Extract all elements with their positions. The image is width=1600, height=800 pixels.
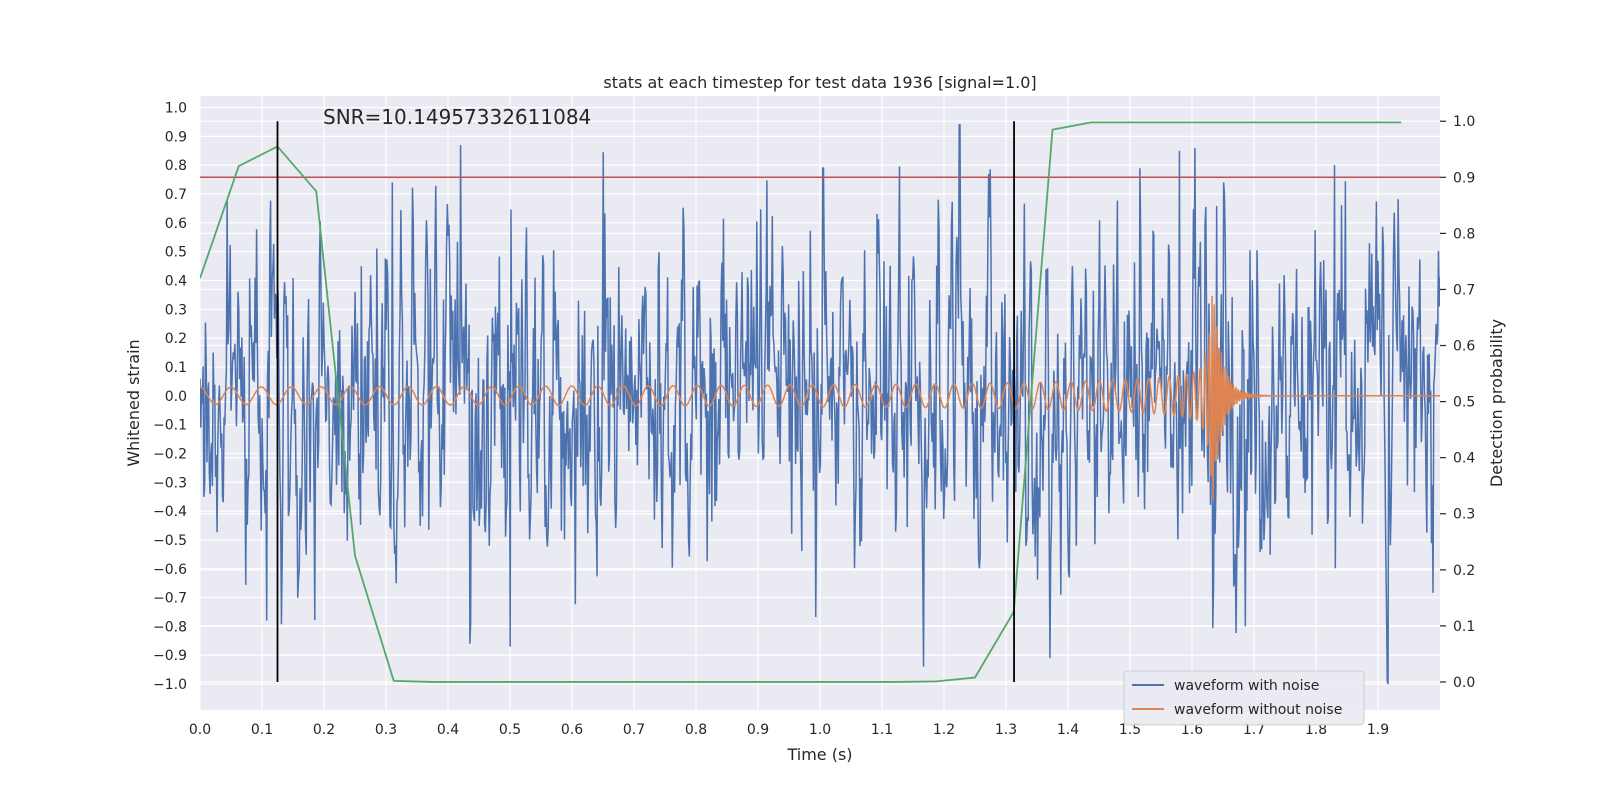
y-tick-label: 0.5: [165, 245, 187, 261]
x-tick-label: 1.2: [933, 722, 955, 738]
legend-box: [1123, 670, 1365, 726]
x-tick-label: 0.6: [561, 722, 583, 738]
x-tick-label: 0.3: [375, 722, 397, 738]
y2-tick-label: 0.3: [1453, 507, 1475, 523]
x-tick-label: 0.0: [189, 722, 211, 738]
x-tick-label: 0.7: [623, 722, 645, 738]
x-tick-label: 1.4: [1057, 722, 1079, 738]
x-tick-label: 0.4: [437, 722, 459, 738]
snr-annotation: SNR=10.14957332611084: [323, 105, 591, 129]
y2-tick-label: 1.0: [1453, 114, 1475, 130]
y2-tick-label: 0.8: [1453, 226, 1475, 242]
x-tick-label: 0.9: [747, 722, 769, 738]
legend-label-waveform-with-noise: waveform with noise: [1174, 678, 1319, 694]
x-tick-label: 0.2: [313, 722, 335, 738]
y-tick-label: −0.9: [153, 648, 187, 664]
y2-axis-label: Detection probability: [1487, 319, 1506, 487]
series-waveform-with-noise: [200, 124, 1440, 685]
y-tick-label: 0.1: [165, 360, 187, 376]
y-tick-label: −0.4: [153, 504, 187, 520]
y2-tick-label: 0.6: [1453, 339, 1475, 355]
y2-tick-label: 0.2: [1453, 563, 1475, 579]
x-tick-label: 0.5: [499, 722, 521, 738]
y2-tick-label: 0.7: [1453, 282, 1475, 298]
x-tick-label: 1.7: [1243, 722, 1265, 738]
x-tick-label: 1.0: [809, 722, 831, 738]
y-tick-label: 0.3: [165, 302, 187, 318]
y-tick-label: −0.5: [153, 533, 187, 549]
y2-tick-label: 0.4: [1453, 451, 1475, 467]
y-tick-label: 0.8: [165, 158, 187, 174]
y2-tick-label: 0.1: [1453, 619, 1475, 635]
y-tick-label: 0.9: [165, 129, 187, 145]
x-tick-label: 0.1: [251, 722, 273, 738]
y2-tick-label: 0.9: [1453, 170, 1475, 186]
x-tick-labels: 0.0 0.1 0.2 0.3 0.4 0.5 0.6 0.7 0.8 0.9 1.0 1.1 1.2 1…: [189, 722, 1389, 738]
x-axis-label: Time (s): [786, 745, 852, 764]
x-tick-label: 0.8: [685, 722, 707, 738]
y2-tick-label: 0.0: [1453, 675, 1475, 691]
x-tick-label: 1.3: [995, 722, 1017, 738]
y-tick-label: 0.0: [165, 389, 187, 405]
series-waveform-without-noise: [200, 295, 1440, 501]
legend-label-waveform-without-noise: waveform without noise: [1174, 702, 1342, 718]
y-tick-label: 0.4: [165, 273, 187, 289]
y-tick-label: −0.7: [153, 591, 187, 607]
y-tick-labels: 1.0 0.9 0.8 0.7 0.6 0.5 0.4 0.3 0.2 0.1 0.0 −0.1 −0.…: [153, 101, 187, 694]
y-tick-label: −0.3: [153, 475, 187, 491]
x-tick-label: 1.1: [871, 722, 893, 738]
y-tick-label: −0.8: [153, 619, 187, 635]
y-tick-label: 0.2: [165, 331, 187, 347]
y-tick-label: −1.0: [153, 677, 187, 693]
y-tick-label: 0.7: [165, 187, 187, 203]
series-detection-probability: [200, 121, 1402, 683]
y-tick-label: −0.2: [153, 446, 187, 462]
y-tick-label: 0.6: [165, 216, 187, 232]
y-tick-label: 1.0: [165, 101, 187, 117]
y2-tick-label: 0.5: [1453, 395, 1475, 411]
chart-title: stats at each timestep for test data 193…: [603, 73, 1036, 92]
x-tick-label: 1.8: [1305, 722, 1327, 738]
vertical-markers: [276, 121, 1015, 682]
y2-tick-labels: 1.0 0.9 0.8 0.7 0.6 0.5 0.4 0.3 0.2 0.1 0.0: [1440, 114, 1475, 691]
x-tick-label: 1.9: [1367, 722, 1389, 738]
x-tick-label: 1.6: [1181, 722, 1203, 738]
legend: waveform with noise waveform without noi…: [1123, 670, 1365, 726]
x-tick-label: 1.5: [1119, 722, 1141, 738]
y-tick-label: −0.1: [153, 418, 187, 434]
y-axis-label: Whitened strain: [124, 339, 143, 466]
y-tick-label: −0.6: [153, 562, 187, 578]
